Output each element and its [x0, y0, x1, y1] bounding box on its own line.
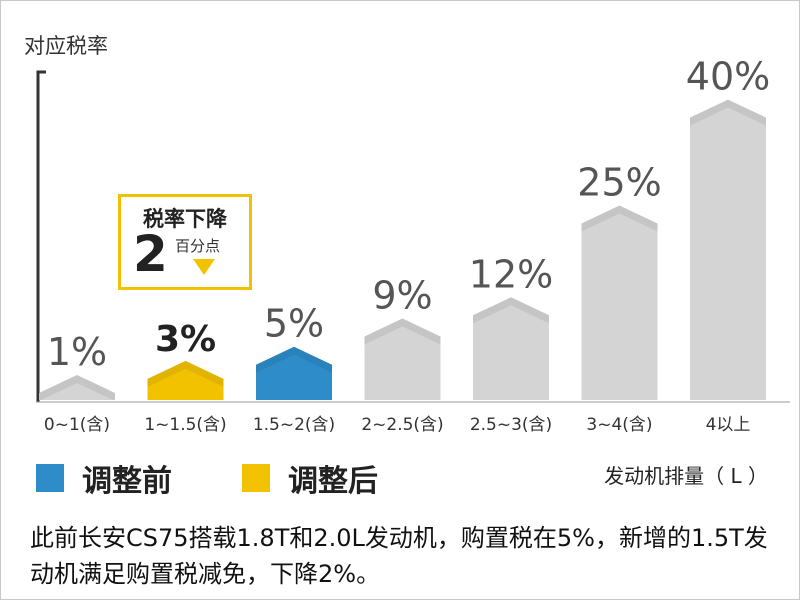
x-axis-title: 发动机排量（ L ） [604, 464, 768, 488]
callout-number: 2 [133, 225, 168, 283]
value-label: 12% [469, 252, 553, 296]
y-axis-line [36, 70, 46, 402]
bar-roof [39, 374, 115, 401]
bar [364, 318, 441, 400]
bars [39, 99, 766, 401]
bar [581, 205, 658, 400]
value-label: 9% [372, 273, 432, 317]
down-arrow-icon [193, 259, 215, 275]
bar [147, 360, 224, 400]
y-axis-title: 对应税率 [24, 34, 108, 58]
footnote: 此前长安CS75搭载1.8T和2.0L发动机，购置税在5%，新增的1.5T发动机… [30, 524, 768, 588]
bar [690, 99, 766, 400]
bar-roof [147, 360, 224, 387]
legend-item-after: 调整后 [242, 458, 378, 499]
bar-roof [256, 346, 332, 373]
x-tick-label: 2.5~3(含) [470, 415, 552, 435]
legend-label-before: 调整前 [82, 464, 172, 499]
x-tick-label: 1.5~2(含) [253, 415, 335, 435]
rate-drop-callout: 税率下降 2 百分点 [118, 194, 252, 290]
bar-roof [690, 99, 766, 126]
value-label: 5% [264, 302, 324, 346]
x-tick-label: 4以上 [706, 415, 751, 435]
value-label: 3% [155, 319, 216, 360]
legend-label-after: 调整后 [288, 464, 378, 499]
x-tick-label: 1~1.5(含) [144, 415, 226, 435]
bar [473, 297, 549, 400]
value-label: 40% [686, 55, 770, 99]
bar-chart: 1% 3% 5% 9% 12% 25% 40% 0~1(含) 1~1.5(含) 1.5~2(含)… [36, 55, 790, 435]
value-label: 25% [577, 161, 661, 205]
x-tick-label: 3~4(含) [586, 415, 652, 435]
callout-title: 税率下降 [143, 207, 227, 231]
legend-item-before: 调整前 [36, 458, 172, 499]
legend-swatch-before [36, 464, 64, 492]
bar [256, 346, 332, 400]
x-tick-labels: 0~1(含) 1~1.5(含) 1.5~2(含) 2~2.5(含) 2.5~3(含) 3~… [44, 415, 750, 435]
value-labels: 1% 3% 5% 9% 12% 25% 40% [47, 55, 770, 374]
bar-roof [581, 205, 658, 232]
callout-unit: 百分点 [175, 237, 221, 255]
bar-roof [473, 297, 549, 324]
value-label: 1% [47, 330, 107, 374]
axes [36, 70, 790, 403]
x-tick-label: 2~2.5(含) [361, 415, 443, 435]
x-tick-label: 0~1(含) [44, 415, 110, 435]
bar [39, 374, 115, 400]
legend-swatch-after [242, 464, 270, 492]
bar-roof [364, 318, 441, 345]
